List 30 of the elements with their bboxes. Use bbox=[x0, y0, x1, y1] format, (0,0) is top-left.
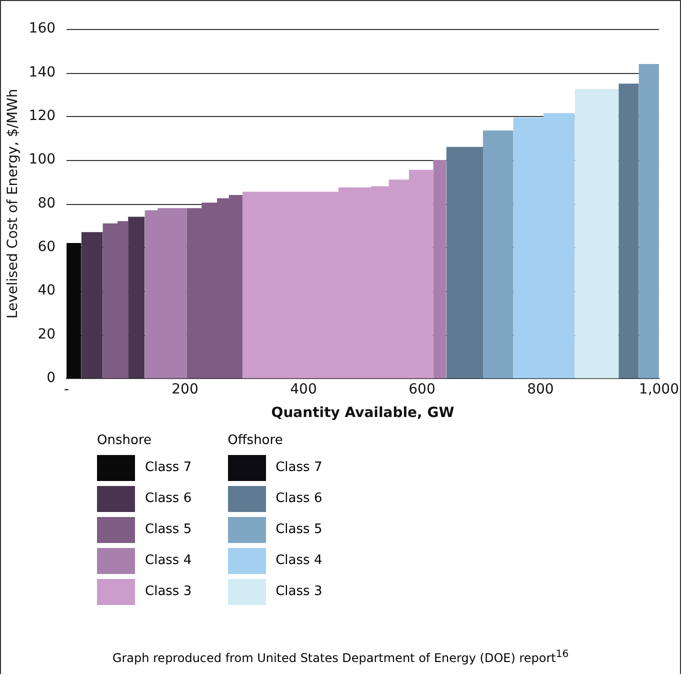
x-tick-label: - bbox=[64, 381, 70, 398]
legend-label: Class 7 bbox=[145, 460, 192, 475]
text: Onshore bbox=[97, 433, 152, 448]
y-tick-label: 0 bbox=[46, 370, 56, 386]
x-tick-label: 400 bbox=[290, 381, 317, 398]
y-tick-label: 20 bbox=[38, 326, 56, 342]
y-tick-label: 120 bbox=[28, 108, 56, 124]
legend-label: Class 3 bbox=[276, 584, 322, 599]
y-tick-label: 40 bbox=[38, 282, 56, 299]
legend-label: Class 4 bbox=[145, 553, 192, 568]
legend-label: Class 4 bbox=[276, 553, 322, 568]
y-tick-label: 140 bbox=[28, 64, 56, 80]
legend-label: Class 7 bbox=[276, 460, 322, 475]
text: Offshore bbox=[228, 433, 283, 448]
y-tick-label: 80 bbox=[38, 195, 56, 212]
legend-label: Class 3 bbox=[145, 584, 192, 599]
legend-label: Class 6 bbox=[145, 491, 192, 506]
text: Graph reproduced from United States Department of Energy (DOE) report$^{16}$ bbox=[111, 649, 570, 665]
legend-label: Class 6 bbox=[276, 491, 322, 506]
x-tick-label: 1,000 bbox=[638, 381, 680, 398]
legend-label: Class 5 bbox=[145, 522, 192, 537]
x-tick-label: 200 bbox=[172, 381, 198, 398]
x-tick-label: 600 bbox=[408, 381, 436, 398]
y-tick-label: 60 bbox=[38, 239, 56, 256]
y-axis-title: Levelised Cost of Energy, $/MWh bbox=[5, 88, 22, 319]
legend-label: Class 5 bbox=[276, 522, 322, 537]
x-axis-title: Quantity Available, GW bbox=[271, 405, 454, 422]
x-tick-label: 800 bbox=[527, 381, 554, 398]
y-tick-label: 100 bbox=[28, 152, 56, 168]
y-tick-label: 160 bbox=[28, 20, 56, 37]
